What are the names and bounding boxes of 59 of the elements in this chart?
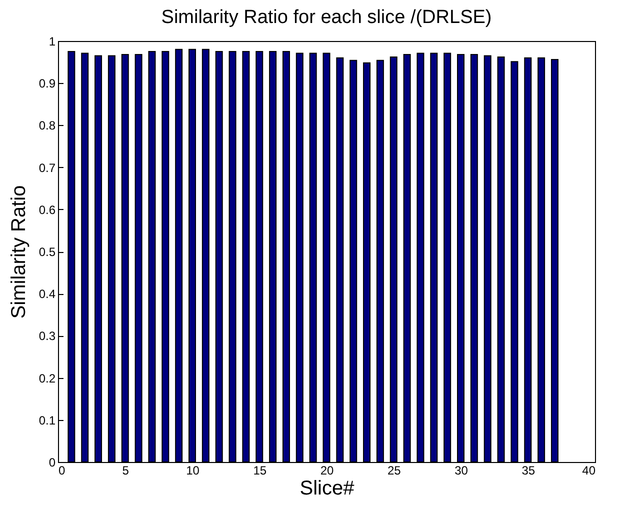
bar xyxy=(350,60,358,462)
x-tick-label: 25 xyxy=(387,464,402,478)
bar xyxy=(256,51,264,462)
chart-title: Similarity Ratio for each slice /(DRLSE) xyxy=(161,7,492,28)
bar xyxy=(336,57,344,462)
x-tick-label: 40 xyxy=(582,464,596,478)
bar xyxy=(134,54,142,462)
bar xyxy=(94,55,102,462)
bar xyxy=(269,51,277,462)
bar xyxy=(363,62,371,462)
x-tick-label: 30 xyxy=(454,464,468,478)
bar xyxy=(322,52,330,462)
bar xyxy=(81,52,89,462)
x-tick-label: 15 xyxy=(253,464,267,478)
y-tick-label: 0.2 xyxy=(38,371,56,386)
y-tick-label: 0.7 xyxy=(38,160,56,175)
bar xyxy=(416,52,424,462)
bar xyxy=(550,59,558,462)
x-tick-label: 20 xyxy=(320,464,334,478)
bar xyxy=(430,52,438,462)
bar xyxy=(242,51,250,462)
bar xyxy=(296,52,304,462)
y-tick-label: 0.4 xyxy=(38,287,56,302)
bar xyxy=(524,57,532,462)
y-tick-label: 0.8 xyxy=(38,118,56,133)
bar xyxy=(510,61,518,462)
bar xyxy=(282,51,290,462)
bar xyxy=(175,48,183,462)
y-tick-label: 1 xyxy=(48,34,56,48)
bar xyxy=(309,52,317,462)
bar xyxy=(470,54,478,462)
bar xyxy=(148,51,156,462)
x-tick-label: 5 xyxy=(122,464,130,478)
y-tick-label: 0.5 xyxy=(38,245,56,259)
bar xyxy=(390,56,398,462)
bar xyxy=(376,60,384,462)
bar xyxy=(403,54,411,462)
bar xyxy=(444,52,452,462)
bar xyxy=(228,51,236,462)
y-tick-label: 0.1 xyxy=(38,413,56,428)
bar xyxy=(108,55,116,462)
x-tick-label: 10 xyxy=(186,464,200,478)
y-tick-label: 0.6 xyxy=(38,202,56,217)
bar xyxy=(121,54,129,462)
bar xyxy=(162,51,170,462)
bar xyxy=(497,56,505,462)
bar xyxy=(188,48,196,462)
bar xyxy=(538,57,546,462)
x-tick-label: 0 xyxy=(58,464,66,478)
x-tick-label: 35 xyxy=(522,464,536,478)
x-axis-title: Slice# xyxy=(300,478,356,500)
y-axis-title: Similarity Ratio xyxy=(8,185,30,319)
bar xyxy=(68,51,76,462)
bar xyxy=(484,55,492,462)
y-tick-label: 0.9 xyxy=(38,76,56,91)
bar xyxy=(215,51,223,462)
bar xyxy=(457,54,464,462)
bar xyxy=(202,48,210,462)
y-tick-label: 0.3 xyxy=(38,329,56,344)
